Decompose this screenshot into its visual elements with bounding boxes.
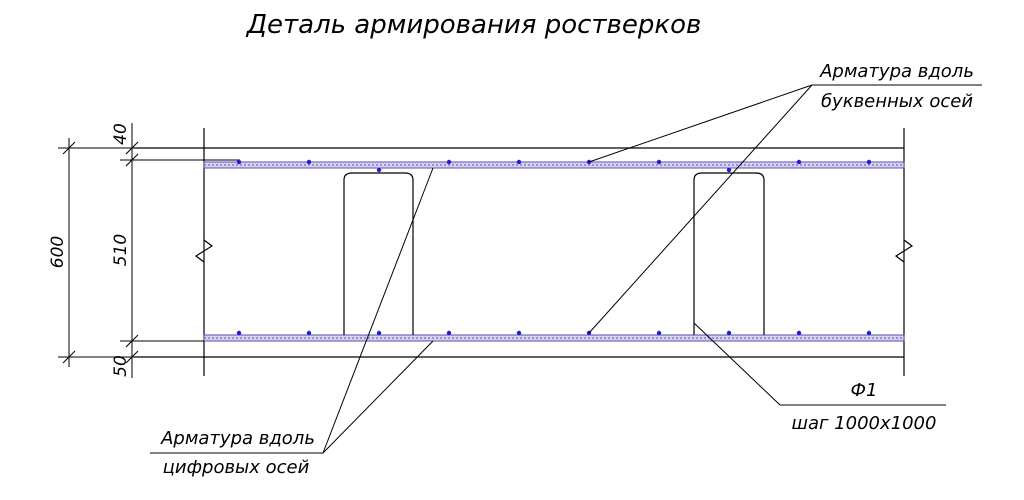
frame-right xyxy=(693,172,765,335)
dimension-bottom-cover: 50 xyxy=(111,355,131,377)
leader-frame xyxy=(693,322,946,406)
rebar-dots xyxy=(236,159,872,336)
callout-frame-line2: шаг 1000х1000 xyxy=(792,413,937,434)
dimension-top-cover: 40 xyxy=(111,123,131,145)
frame-f1 xyxy=(343,172,765,335)
leader-letter-axes xyxy=(588,84,982,334)
drawing-title: Деталь армирования ростверков xyxy=(246,10,702,40)
dimension-lines xyxy=(58,123,204,378)
leader-digit-axes xyxy=(150,167,434,454)
frame-left xyxy=(343,172,414,335)
bottom-rebar-layer xyxy=(203,334,905,342)
callout-digit-axes-line2: цифровых осей xyxy=(163,457,310,478)
callout-letter-axes-line2: буквенных осей xyxy=(821,91,973,112)
dimension-total: 600 xyxy=(48,236,68,268)
dimension-middle: 510 xyxy=(111,234,131,266)
callout-digit-axes-line1: Арматура вдоль xyxy=(160,428,315,449)
callout-letter-axes-line1: Арматура вдоль xyxy=(819,61,974,82)
break-mark-right xyxy=(894,239,914,263)
callout-frame-line1: Ф1 xyxy=(851,380,878,401)
slab-outline xyxy=(134,128,914,376)
break-mark-left xyxy=(194,239,214,263)
top-rebar-layer xyxy=(203,159,905,169)
